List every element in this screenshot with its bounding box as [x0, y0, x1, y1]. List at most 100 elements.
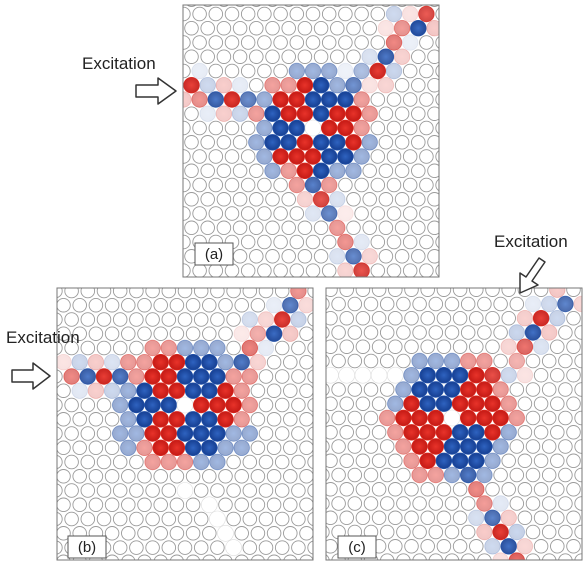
- dielectric-rod: [404, 482, 419, 497]
- dielectric-rod: [370, 35, 386, 50]
- dielectric-rod: [525, 410, 541, 426]
- panel-c-frame: [325, 287, 583, 561]
- dielectric-rod: [346, 192, 361, 207]
- dielectric-rod: [388, 310, 403, 326]
- waveguide-gap-rod: [201, 496, 218, 514]
- dielectric-rod: [224, 149, 240, 164]
- dielectric-rod: [436, 482, 452, 497]
- dielectric-rod: [121, 297, 136, 313]
- field-positive-rod: [176, 453, 194, 471]
- dielectric-rod: [169, 469, 185, 484]
- dielectric-rod: [444, 496, 460, 511]
- dielectric-rod: [404, 288, 419, 297]
- dielectric-rod: [436, 510, 452, 526]
- dielectric-rod: [226, 511, 241, 527]
- dielectric-rod: [346, 220, 361, 236]
- dielectric-rod: [469, 539, 484, 554]
- dielectric-rod: [509, 496, 525, 511]
- field-positive-rod: [435, 424, 453, 441]
- dielectric-rod: [326, 297, 330, 311]
- field-positive-rod: [411, 409, 428, 427]
- dielectric-rod: [347, 382, 363, 397]
- dielectric-rod: [161, 483, 177, 498]
- dielectric-rod: [250, 526, 266, 541]
- dielectric-rod: [299, 383, 313, 398]
- dielectric-rod: [485, 339, 500, 354]
- dielectric-rod: [566, 539, 581, 554]
- field-positive-rod: [296, 191, 314, 208]
- dielectric-rod: [202, 469, 217, 484]
- field-positive-rod: [233, 325, 250, 342]
- dielectric-rod: [169, 136, 183, 150]
- field-positive-rod: [541, 324, 558, 341]
- field-positive-rod: [136, 439, 153, 457]
- field-negative-rod: [361, 134, 378, 151]
- field-positive-rod: [411, 438, 428, 455]
- dielectric-rod: [96, 426, 112, 441]
- dielectric-rod: [363, 296, 379, 312]
- dielectric-rod: [104, 440, 120, 456]
- dielectric-rod: [307, 511, 313, 527]
- field-negative-rod: [451, 424, 469, 441]
- dielectric-rod: [273, 177, 288, 193]
- dielectric-rod: [427, 77, 439, 93]
- field-positive-rod: [387, 424, 404, 441]
- field-negative-rod: [419, 367, 436, 384]
- dielectric-rod: [566, 396, 581, 411]
- field-negative-rod: [192, 368, 210, 385]
- dielectric-rod: [226, 340, 241, 356]
- dielectric-rod: [153, 326, 168, 341]
- dielectric-rod: [388, 288, 403, 297]
- field-negative-rod: [184, 382, 202, 399]
- dielectric-rod: [242, 483, 258, 498]
- dielectric-rod: [558, 439, 573, 454]
- dielectric-rod: [249, 49, 264, 64]
- dielectric-rod: [281, 20, 296, 36]
- dielectric-rod: [501, 482, 516, 497]
- dielectric-rod: [428, 524, 444, 540]
- field-positive-rod: [402, 5, 419, 23]
- field-negative-rod: [304, 62, 322, 80]
- field-positive-rod: [419, 424, 436, 441]
- dielectric-rod: [525, 382, 541, 397]
- field-positive-rod: [144, 339, 161, 357]
- field-negative-rod: [264, 162, 281, 180]
- dielectric-rod: [41, 470, 55, 484]
- dielectric-rod: [517, 396, 533, 411]
- dielectric-rod: [232, 163, 248, 179]
- dielectric-rod: [297, 220, 313, 236]
- dielectric-rod: [186, 554, 201, 560]
- field-negative-rod: [361, 48, 378, 65]
- field-positive-rod: [233, 411, 250, 428]
- dielectric-rod: [388, 453, 403, 469]
- dielectric-rod: [121, 469, 136, 484]
- dielectric-rod: [541, 553, 557, 560]
- dielectric-rod: [72, 497, 87, 513]
- field-negative-rod: [199, 105, 216, 122]
- dielectric-rod: [370, 6, 386, 22]
- dielectric-rod: [517, 425, 533, 440]
- dielectric-rod: [371, 425, 387, 440]
- field-positive-rod: [152, 382, 169, 399]
- field-negative-rod: [120, 439, 137, 457]
- dielectric-rod: [427, 220, 439, 236]
- field-positive-rod: [192, 396, 210, 414]
- dielectric-rod: [297, 249, 313, 264]
- dielectric-rod: [550, 339, 565, 354]
- dielectric-rod: [88, 469, 104, 484]
- dielectric-rod: [153, 526, 168, 541]
- field-positive-rod: [460, 381, 477, 398]
- dielectric-rod: [291, 369, 306, 384]
- dielectric-rod: [224, 120, 240, 136]
- dielectric-rod: [411, 249, 426, 264]
- field-positive-rod: [312, 191, 330, 208]
- dielectric-rod: [330, 49, 345, 64]
- dielectric-rod: [251, 5, 262, 7]
- dielectric-rod: [550, 425, 565, 440]
- field-negative-rod: [128, 396, 145, 414]
- field-positive-rod: [532, 310, 550, 327]
- field-negative-rod: [500, 367, 517, 384]
- dielectric-rod: [435, 7, 439, 21]
- field-positive-rod: [353, 119, 370, 137]
